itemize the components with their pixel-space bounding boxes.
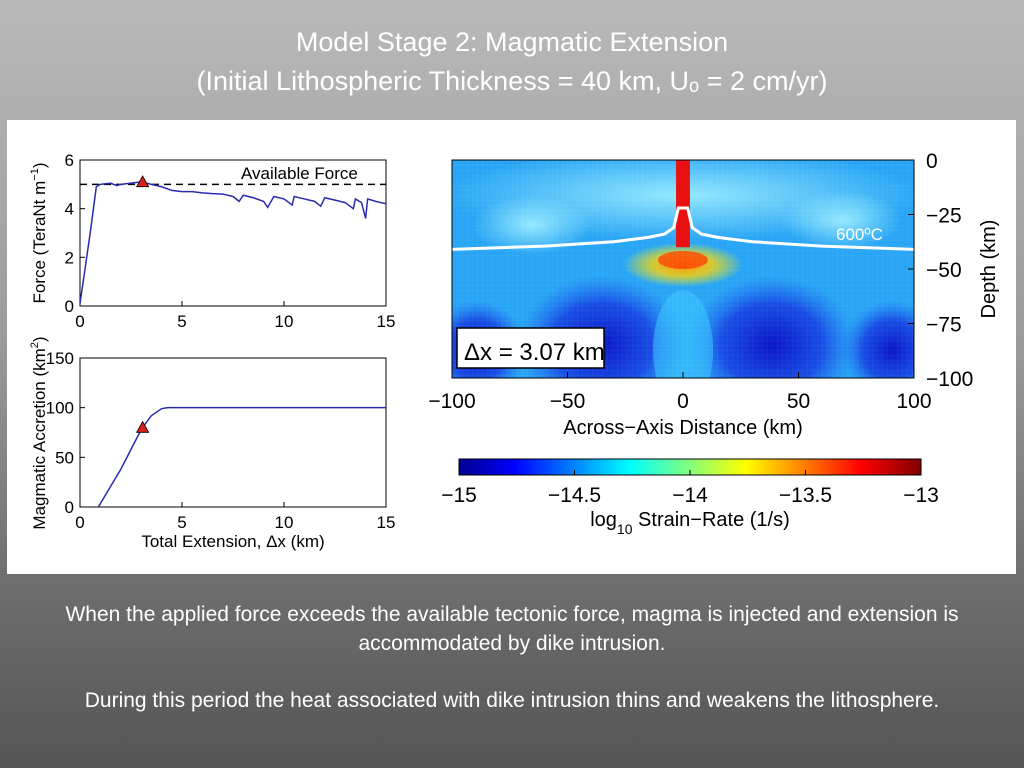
heatmap-ylabel: Depth (km) <box>978 220 1000 319</box>
caption-paragraph-2: During this period the heat associated w… <box>84 689 940 712</box>
heatmap-xtick-label: −100 <box>428 390 475 413</box>
accretion-xtick-label: 0 <box>75 513 84 532</box>
colorbar-tick-label: −14.5 <box>548 484 601 507</box>
accretion-marker <box>135 420 150 433</box>
heatmap-ytick-label: −25 <box>926 205 962 228</box>
heatmap-ticks: −100 −50 0 50 100 0 −25 −50 −75 −100 <box>428 150 973 413</box>
force-xtick-label: 15 <box>377 312 396 331</box>
slide-title-line-2: (Initial Lithospheric Thickness = 40 km,… <box>196 66 828 96</box>
accretion-plot-frame <box>79 357 387 508</box>
heatmap-xlabel: Across−Axis Distance (km) <box>563 417 803 439</box>
force-marker <box>135 175 150 188</box>
colorbar-tick-label: −14 <box>672 484 708 507</box>
heatmap-xtick-label: 50 <box>787 390 810 413</box>
colorbar-tick-label: −13 <box>903 484 939 507</box>
heatmap-field <box>452 160 914 378</box>
accretion-series-line <box>97 406 386 507</box>
slide-title-line-1: Model Stage 2: Magmatic Extension <box>295 27 729 57</box>
extension-annotation-box <box>456 327 605 369</box>
extension-annotation: Δx = 3.07 km <box>464 339 605 366</box>
heatmap-ytick-label: −50 <box>926 259 962 282</box>
accretion-xtick-label: 5 <box>177 513 186 532</box>
force-xtick-label: 5 <box>177 312 186 331</box>
accretion-ytick-label: 50 <box>55 448 74 467</box>
colorbar-tick-label: −13.5 <box>779 484 832 507</box>
colorbar-tick-label: −15 <box>441 484 477 507</box>
force-ytick-label: 6 <box>65 151 74 170</box>
accretion-ytick-label: 100 <box>46 399 74 418</box>
heatmap-ytick-label: −100 <box>926 368 973 391</box>
heatmap-ytick-label: −75 <box>926 314 962 337</box>
accretion-ytick-label: 150 <box>46 349 74 368</box>
isotherm-label: 600ºC <box>836 225 883 244</box>
force-ytick-label: 4 <box>65 200 74 219</box>
heatmap-xtick-label: 0 <box>677 390 689 413</box>
heatmap-xtick-label: 100 <box>896 390 931 413</box>
heatmap-ytick-label: 0 <box>926 150 938 173</box>
force-ytick-label: 0 <box>65 297 74 316</box>
force-xtick-label: 10 <box>275 312 294 331</box>
colorbar-ticks: −15 −14.5 −14 −13.5 −13 <box>441 470 939 507</box>
force-ticks: 0 5 10 15 0 2 4 6 <box>65 151 396 331</box>
accretion-ylabel: Magmatic Accretion (km2) <box>29 336 49 529</box>
colorbar-label: log10 Strain−Rate (1/s) <box>590 509 790 537</box>
figure-panel: 0 5 10 15 0 2 4 6 Available Force Force (TeraNt… <box>7 120 1016 574</box>
heatmap-xtick-label: −50 <box>550 390 586 413</box>
strain-rate-heatmap: 600ºC Δx = 3.07 km −100 −50 0 50 1000−25−50−… <box>428 150 1000 537</box>
available-force-label: Available Force <box>241 164 358 183</box>
accretion-xtick-label: 10 <box>275 513 294 532</box>
accretion-xtick-label: 15 <box>377 513 396 532</box>
isotherm-600c <box>452 206 914 251</box>
force-chart: 0 5 10 15 0 2 4 6 Available Force Force (TeraNt… <box>29 151 395 331</box>
dike-intrusion <box>676 160 690 248</box>
force-ylabel: Force (TeraNt m−1) <box>29 162 49 303</box>
accretion-ytick-label: 0 <box>65 498 74 517</box>
force-ytick-label: 2 <box>65 248 74 267</box>
force-xtick-label: 0 <box>75 312 84 331</box>
accretion-xlabel: Total Extension, Δx (km) <box>141 532 324 551</box>
force-series-line <box>80 181 386 304</box>
caption-paragraph-1: When the applied force exceeds the avail… <box>65 603 959 655</box>
